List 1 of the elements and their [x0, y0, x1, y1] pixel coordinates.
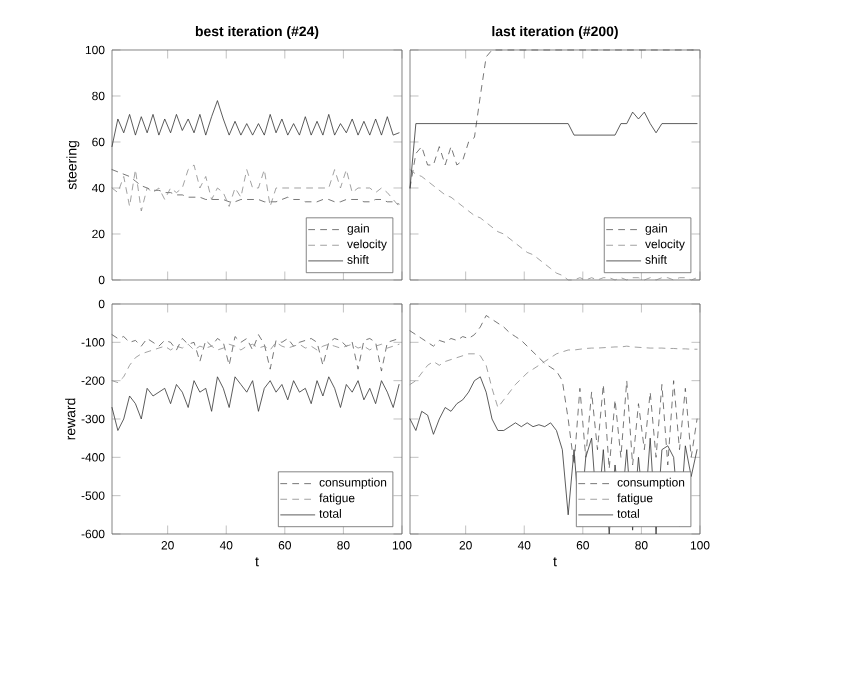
line-series — [111, 100, 400, 147]
